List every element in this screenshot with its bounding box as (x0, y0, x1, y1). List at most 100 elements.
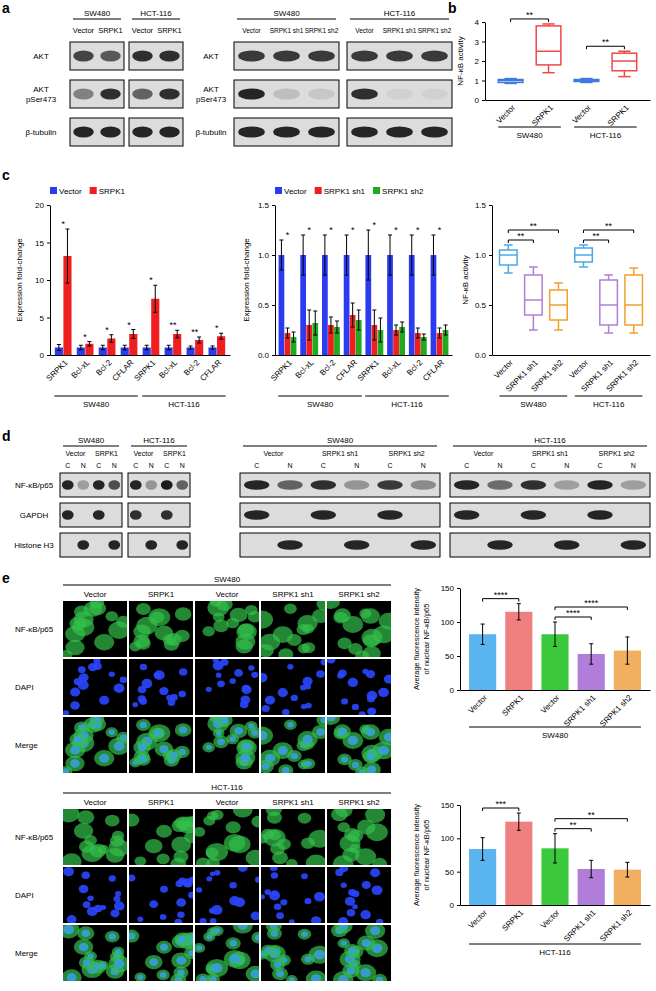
y-tick: 0.0 (258, 351, 275, 360)
tick-label: 150 (441, 801, 455, 810)
median (612, 60, 637, 62)
band (132, 126, 153, 137)
x-tick: SRPK1 sh2 (529, 358, 565, 394)
x-tick: Bcl-xL (69, 358, 91, 380)
tick-mark (457, 622, 460, 623)
lane-label: SRPK1 sh1 (322, 450, 358, 457)
error-bar (175, 330, 179, 338)
whisker (633, 268, 635, 275)
cell (298, 813, 312, 824)
nucleus (174, 977, 182, 981)
nucleus (115, 949, 121, 954)
error-bar (279, 240, 283, 270)
tick-label: Bcl-xL (69, 358, 91, 380)
cell (170, 974, 186, 981)
group-label: HCT-116 (211, 783, 243, 792)
cell (69, 733, 86, 747)
group-label: HCT-116 (140, 9, 172, 18)
error-bar (145, 345, 149, 350)
nucleus (280, 899, 287, 905)
band (62, 510, 74, 520)
nucleus (262, 705, 270, 712)
error-bar (416, 328, 420, 338)
significance: ** (191, 327, 199, 337)
median (574, 80, 599, 82)
nucleus (282, 709, 290, 715)
nucleus (370, 868, 380, 877)
nucleus (179, 668, 187, 675)
x-tick: SRPK1 sh1 (562, 908, 598, 944)
row-label: β-tubulin (196, 128, 227, 137)
micrograph (261, 659, 325, 715)
band (351, 126, 378, 137)
error-bar (388, 235, 392, 275)
tick-mark (47, 205, 50, 206)
nucleus (63, 925, 74, 934)
band (587, 480, 612, 490)
x-tick: SRPK1 (132, 358, 157, 383)
axis-line (485, 23, 486, 101)
row-label: β-tubulin (26, 128, 57, 137)
band (238, 88, 265, 99)
tick-label: 150 (441, 584, 455, 593)
cell (267, 928, 282, 940)
cell (77, 926, 94, 940)
nucleus (248, 723, 254, 729)
nucleus (138, 686, 147, 694)
cell (69, 617, 86, 631)
nucleus (214, 928, 220, 934)
box (625, 275, 643, 325)
fraction-label: C (133, 462, 138, 469)
cell (195, 943, 205, 953)
cell (196, 857, 210, 865)
cell (363, 634, 379, 647)
group-line (469, 944, 641, 945)
nucleus (291, 695, 298, 701)
significance: * (83, 332, 87, 342)
nucleus (251, 912, 259, 921)
cell (90, 717, 104, 725)
micrograph-content (63, 867, 124, 923)
column-label: SRPK1 sh2 (338, 590, 380, 599)
tick-label: 0.5 (258, 301, 270, 310)
panel-label: d (2, 428, 11, 444)
lane-label: SRPK1 sh1 (383, 27, 417, 34)
cell (301, 953, 315, 964)
lane-label: Vector (473, 450, 494, 457)
nucleus (234, 669, 243, 677)
cell (302, 642, 315, 653)
cell (357, 935, 375, 950)
axis-line (50, 206, 51, 356)
group-line (132, 19, 180, 20)
band (93, 480, 105, 490)
group-line (500, 396, 568, 397)
y-tick: 20 (35, 201, 50, 210)
tick-label: SRPK1 sh2 (598, 693, 634, 729)
nucleus (320, 659, 325, 665)
y-tick: 0 (450, 901, 460, 910)
tick-mark (272, 355, 275, 356)
cell (278, 764, 293, 773)
cell (65, 756, 84, 772)
cell (261, 644, 274, 657)
fraction-label: N (497, 462, 502, 469)
cell (206, 959, 228, 977)
figure: abcdeSW480VectorSRPK1HCT-116VectorSRPK1A… (0, 0, 656, 991)
tick-label: 100 (441, 618, 455, 627)
micrograph (129, 717, 193, 773)
y-axis: 01234 (475, 18, 486, 105)
y-tick: 1.5 (258, 201, 275, 210)
error-bar (400, 322, 404, 332)
tick-mark (457, 690, 460, 691)
nucleus (87, 896, 93, 902)
nucleus (214, 870, 220, 876)
legend-label: Vector (284, 187, 307, 196)
fraction-label: C (464, 462, 469, 469)
y-tick: 5 (40, 314, 50, 323)
x-tick: SRPK1 (530, 103, 555, 128)
x-axis: VectorSRPK1VectorSRPK1 (486, 101, 651, 128)
tick-mark (482, 81, 485, 82)
significance: * (373, 220, 377, 230)
nucleus (384, 675, 391, 684)
whisker-cap (554, 329, 563, 331)
